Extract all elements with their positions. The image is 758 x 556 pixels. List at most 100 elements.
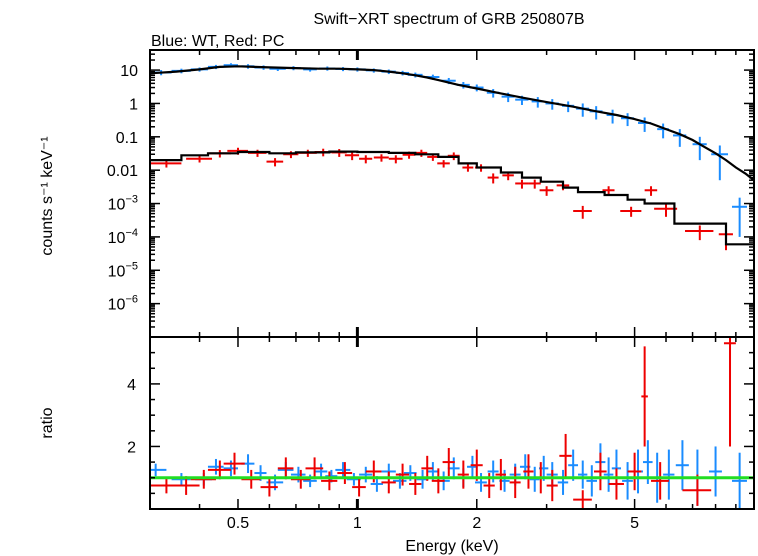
pc-series xyxy=(150,147,733,251)
y-tick-base: 10 xyxy=(108,297,126,314)
y-tick-exponent: −5 xyxy=(125,260,138,272)
pc-data-point xyxy=(359,155,373,164)
wt-data-point xyxy=(731,197,747,237)
pc-data-point xyxy=(290,469,311,489)
pc-data-point xyxy=(388,155,403,164)
pc-data-point xyxy=(654,203,678,217)
wt-data-point xyxy=(622,462,633,500)
wt-data-point xyxy=(606,109,619,124)
wt-data-point xyxy=(711,145,729,181)
pc-data-point xyxy=(373,154,389,162)
wt-data-point xyxy=(620,113,634,127)
pc-data-point xyxy=(277,457,294,480)
wt-data-point xyxy=(529,466,540,492)
y-axis-label-top: counts s⁻¹ keV⁻¹ xyxy=(39,136,56,255)
pc-data-point xyxy=(437,160,450,168)
wt-data-point xyxy=(557,469,569,495)
wt-data-point xyxy=(568,449,579,481)
pc-data-point xyxy=(515,179,529,189)
wt-data-point xyxy=(731,452,747,509)
y-tick-label: 1 xyxy=(129,96,138,113)
x-tick-label: 5 xyxy=(630,515,639,532)
pc-data-point xyxy=(431,468,445,494)
wt-data-point xyxy=(663,449,675,500)
x-tick-label: 1 xyxy=(353,515,362,532)
wt-data-point xyxy=(578,460,588,489)
wt-data-point xyxy=(207,458,224,475)
wt-data-point xyxy=(586,465,598,497)
chart-subtitle: Blue: WT, Red: PC xyxy=(151,33,284,50)
spectrum-frame xyxy=(149,49,755,338)
pc-data-point xyxy=(573,490,592,509)
y-tick-label: 10−6 xyxy=(108,294,138,314)
pc-data-point xyxy=(487,173,499,184)
y-tick-exponent: −4 xyxy=(125,227,138,239)
y-tick-label: 0.1 xyxy=(116,130,138,147)
y-tick-label: 2 xyxy=(127,439,136,456)
pc-data-point xyxy=(337,462,353,484)
pc-data-point xyxy=(331,149,347,157)
chart-title: Swift−XRT spectrum of GRB 250807B xyxy=(313,11,584,28)
wt-model-line xyxy=(150,65,754,182)
pc-data-point xyxy=(651,462,669,500)
pc-data-point xyxy=(685,225,714,241)
wt-data-point xyxy=(171,473,191,486)
ratio-axes: 0.5 1 2 5 2 4 xyxy=(127,336,755,532)
pc-data-point xyxy=(442,448,455,477)
pc-data-point xyxy=(573,205,592,219)
wt-data-point xyxy=(393,473,407,489)
pc-data-point xyxy=(305,457,324,480)
pc-data-point xyxy=(223,452,245,475)
pc-data-point xyxy=(207,460,231,480)
pc-data-point xyxy=(241,469,261,489)
y-tick-label: 0.01 xyxy=(107,163,138,180)
pc-data-point xyxy=(559,433,572,478)
spectrum-plot-area xyxy=(150,63,754,251)
ratio-plot-area xyxy=(150,337,754,509)
pc-data-point xyxy=(546,469,558,502)
wt-data-point xyxy=(708,446,722,497)
pc-series xyxy=(150,337,736,509)
y-tick-base: 10 xyxy=(108,197,126,214)
wt-data-point xyxy=(359,466,373,483)
x-axis-label: Energy (keV) xyxy=(405,538,498,555)
y-tick-exponent: −3 xyxy=(125,194,138,206)
spectrum-x-ticks xyxy=(149,50,755,337)
pc-data-point xyxy=(509,466,521,499)
pc-data-point xyxy=(470,449,483,481)
y-tick-label: 10 xyxy=(120,63,138,80)
x-tick-label: 2 xyxy=(472,515,481,532)
pc-data-point xyxy=(321,471,338,491)
wt-data-point xyxy=(150,463,167,477)
pc-data-point xyxy=(457,460,469,489)
ratio-frame xyxy=(149,336,755,510)
pc-model-line xyxy=(150,150,754,246)
y-tick-exponent: −6 xyxy=(125,294,138,306)
ratio-x-ticks xyxy=(149,337,755,509)
y-axis-label-bottom: ratio xyxy=(39,407,56,438)
pc-data-point xyxy=(171,476,200,495)
pc-data-point xyxy=(266,158,284,167)
y-tick-label: 10−5 xyxy=(108,260,138,280)
pc-data-point xyxy=(682,474,712,506)
ratio-panel: 0.5 1 2 5 2 4 xyxy=(127,336,755,532)
pc-data-point xyxy=(248,149,267,157)
y-tick-label: 4 xyxy=(127,377,136,394)
y-tick-label: 10−3 xyxy=(108,194,138,214)
ratio-y-ticks xyxy=(150,336,754,510)
y-tick-base: 10 xyxy=(108,263,126,280)
pc-data-point xyxy=(644,186,658,196)
pc-data-point xyxy=(186,155,213,163)
pc-data-point xyxy=(620,206,642,217)
pc-data-point xyxy=(594,452,607,491)
pc-data-point xyxy=(190,469,216,489)
spectrum-y-ticks xyxy=(150,49,754,338)
pc-data-point xyxy=(352,477,366,497)
pc-data-point xyxy=(260,477,278,497)
pc-data-point xyxy=(641,346,648,447)
wt-data-point xyxy=(475,473,487,492)
y-tick-base: 10 xyxy=(108,230,126,247)
